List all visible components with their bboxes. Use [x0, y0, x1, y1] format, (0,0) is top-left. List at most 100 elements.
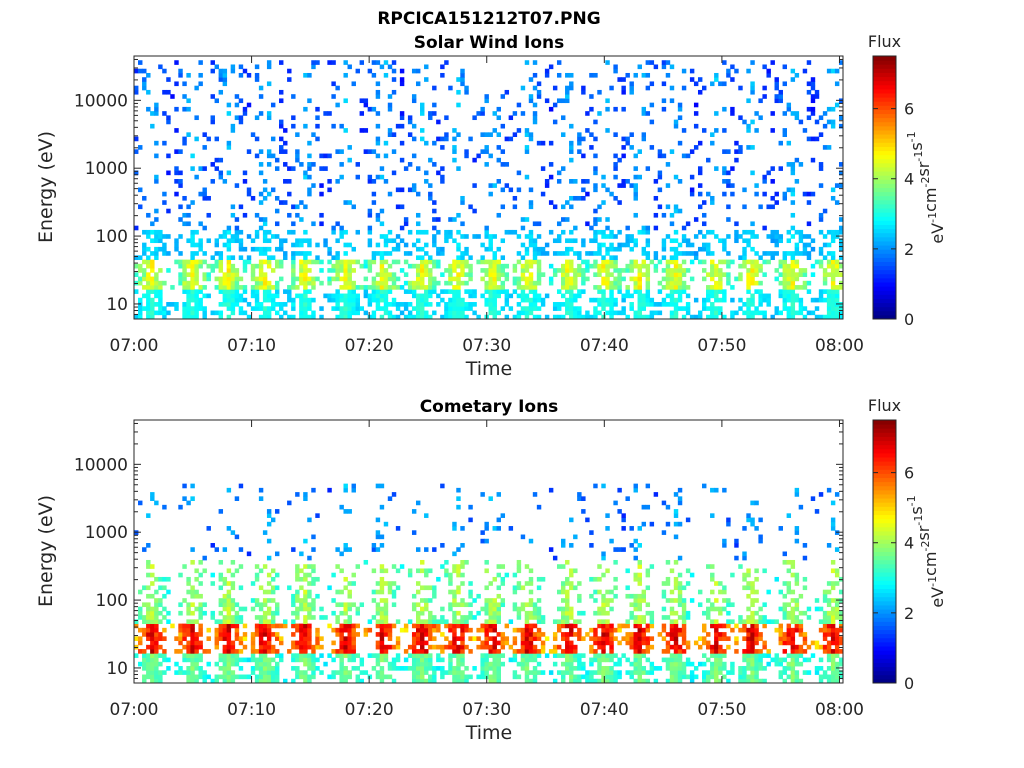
heatmap-cell [460, 661, 465, 667]
heatmap-cell [673, 285, 679, 290]
heatmap-cell [581, 276, 586, 282]
heatmap-cell [339, 632, 344, 637]
heatmap-cell [778, 234, 783, 239]
heatmap-cell [202, 674, 207, 680]
heatmap-cell [722, 314, 727, 320]
heatmap-cell [150, 251, 155, 256]
heatmap-cell [601, 268, 606, 273]
heatmap-cell [677, 263, 683, 269]
heatmap-cell [702, 85, 707, 91]
heatmap-cell [673, 229, 679, 235]
heatmap-cell [178, 666, 183, 671]
heatmap-cell [702, 674, 707, 680]
heatmap-cell [613, 297, 618, 303]
heatmap-cell [444, 644, 449, 650]
heatmap-cell [681, 661, 687, 667]
heatmap-cell [222, 653, 228, 658]
heatmap-cell [516, 259, 522, 265]
heatmap-cell [722, 179, 727, 184]
heatmap-cell [424, 140, 429, 146]
heatmap-cell [226, 487, 232, 493]
heatmap-cell [556, 606, 562, 612]
heatmap-cell [472, 302, 477, 307]
heatmap-cell [540, 272, 546, 277]
heatmap-cell [424, 568, 429, 574]
heatmap-cell [702, 678, 707, 684]
heatmap-cell [174, 179, 179, 184]
heatmap-cell [540, 615, 546, 620]
heatmap-cell [162, 606, 167, 612]
heatmap-cell [653, 195, 659, 201]
heatmap-cell [274, 602, 280, 608]
heatmap-cell [649, 81, 655, 87]
heatmap-cell [657, 310, 663, 316]
heatmap-cell [734, 149, 739, 154]
heatmap-cell [226, 289, 232, 294]
heatmap-cell [154, 280, 159, 286]
heatmap-cell [625, 640, 630, 646]
heatmap-cell [681, 670, 687, 675]
heatmap-cell [581, 187, 586, 193]
heatmap-cell [661, 623, 667, 629]
heatmap-cell [379, 174, 385, 180]
heatmap-cell [355, 229, 360, 235]
heatmap-cell [456, 314, 461, 320]
heatmap-cell [182, 483, 187, 489]
heatmap-cell [476, 593, 481, 599]
heatmap-cell [379, 259, 385, 265]
heatmap-cell [556, 268, 562, 273]
heatmap-cell [673, 238, 679, 244]
heatmap-cell [307, 242, 312, 248]
heatmap-cell [637, 598, 642, 603]
heatmap-cell [702, 610, 707, 616]
heatmap-cell [488, 276, 493, 282]
heatmap-cell [262, 619, 268, 625]
heatmap-cell [343, 487, 348, 493]
heatmap-cell [653, 268, 659, 273]
heatmap-cell [492, 666, 497, 671]
heatmap-cell [714, 268, 719, 273]
heatmap-cell [565, 263, 570, 269]
heatmap-cell [226, 272, 232, 277]
heatmap-cell [516, 293, 522, 299]
heatmap-cell [633, 670, 638, 675]
heatmap-cell [468, 517, 473, 523]
heatmap-cell [303, 649, 308, 654]
heatmap-cell [270, 568, 276, 574]
heatmap-cell [774, 77, 779, 82]
heatmap-cell [565, 251, 570, 256]
heatmap-cell [303, 259, 308, 265]
x-axis-solar-wind: 07:00 07:10 07:20 07:30 07:40 07:50 08:00 [110, 56, 864, 356]
heatmap-cell [633, 666, 638, 671]
heatmap-cell [577, 627, 582, 633]
heatmap-cell [347, 272, 352, 277]
heatmap-cell [653, 302, 659, 307]
heatmap-cell [758, 280, 763, 286]
heatmap-cell [460, 251, 465, 256]
heatmap-cell [371, 310, 377, 316]
heatmap-cell [625, 670, 630, 675]
colorbar-swatch [873, 109, 896, 115]
heatmap-cell [303, 238, 308, 244]
heatmap-cell [383, 276, 389, 282]
heatmap-cell [504, 229, 510, 235]
heatmap-cell [726, 234, 731, 239]
heatmap-cell [480, 661, 485, 667]
heatmap-cell [593, 72, 598, 78]
heatmap-cell [383, 280, 389, 286]
heatmap-cell [637, 666, 642, 671]
heatmap-cell [834, 200, 840, 205]
colorbar-swatch [873, 88, 896, 94]
heatmap-cell [291, 302, 296, 307]
heatmap-cell [218, 157, 224, 163]
heatmap-cell [601, 666, 606, 671]
heatmap-cell [234, 289, 240, 294]
heatmap-cell [480, 606, 485, 612]
heatmap-cell [375, 547, 381, 552]
heatmap-cell [407, 289, 413, 294]
heatmap-cell [250, 640, 256, 646]
heatmap-cell [351, 644, 356, 650]
heatmap-cell [569, 581, 574, 586]
heatmap-cell [424, 623, 429, 629]
heatmap-cell [633, 259, 638, 265]
